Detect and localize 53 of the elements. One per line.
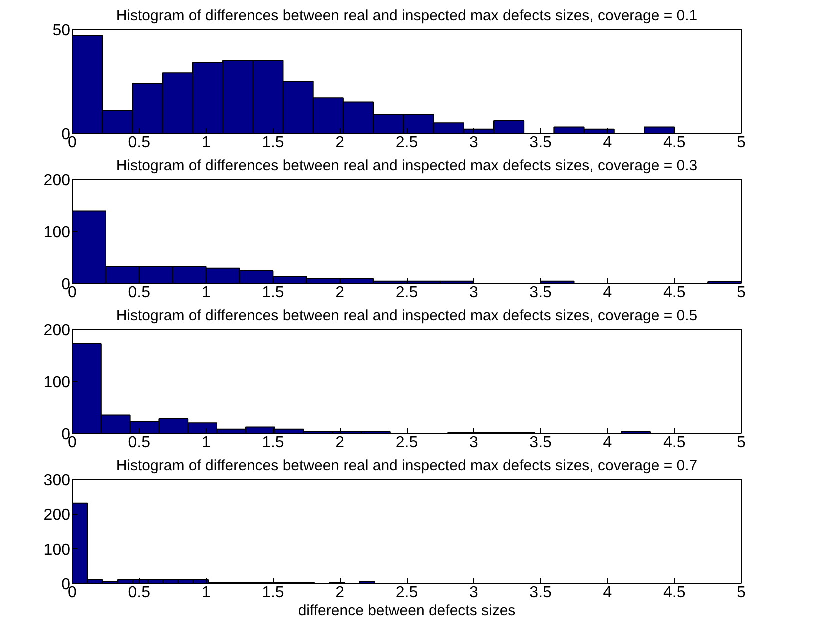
- y-tick-label: 200: [44, 322, 71, 340]
- x-tick-label: 0.5: [128, 434, 151, 452]
- x-tick-label: 5: [737, 134, 746, 152]
- x-tick-label: 5: [737, 434, 746, 452]
- x-tick-label: 4.5: [663, 134, 686, 152]
- x-tick-label: 4.5: [663, 584, 686, 602]
- x-tick-label: 4: [603, 284, 612, 302]
- x-tick-label: 0.5: [128, 134, 151, 152]
- x-tick-label: 2.5: [396, 284, 418, 302]
- x-tick-label: 4.5: [663, 434, 686, 452]
- x-tick-label: 1.5: [262, 584, 284, 602]
- chart-title: Histogram of differences between real and inspected max defects sizes, coverage = 0.3: [116, 158, 698, 174]
- x-tick-label: 2: [336, 134, 345, 152]
- x-tick-label: 2: [336, 434, 345, 452]
- x-tick-label: 3.5: [530, 284, 552, 302]
- x-tick-label: 3.5: [530, 134, 552, 152]
- x-tick-label: 4: [603, 134, 612, 152]
- x-axis-title: difference between defects sizes: [298, 602, 516, 620]
- x-tick-label: 4: [603, 584, 612, 602]
- x-tick-label: 1.5: [262, 434, 284, 452]
- y-tick-label: 200: [44, 172, 71, 190]
- x-tick-label: 5: [737, 284, 746, 302]
- y-tick-label: 50: [52, 22, 71, 40]
- x-tick-label: 3.5: [530, 434, 552, 452]
- x-tick-label: 3: [469, 134, 478, 152]
- x-tick-label: 1: [202, 434, 211, 452]
- x-tick-label: 4: [603, 434, 612, 452]
- x-tick-label: 1: [202, 134, 211, 152]
- chart-title: Histogram of differences between real and inspected max defects sizes, coverage = 0.1: [116, 8, 698, 24]
- x-tick-label: 2.5: [396, 434, 418, 452]
- y-tick-label: 100: [44, 374, 71, 392]
- y-tick-label: 100: [44, 542, 71, 559]
- chart-title: Histogram of differences between real and inspected max defects sizes, coverage = 0.5: [116, 308, 698, 324]
- x-tick-label: 2: [336, 284, 345, 302]
- y-tick-label: 100: [44, 224, 71, 242]
- x-tick-label: 1: [202, 584, 211, 602]
- x-tick-label: 3: [469, 284, 478, 302]
- x-tick-label: 2: [336, 584, 345, 602]
- x-tick-label: 1: [202, 284, 211, 302]
- x-tick-label: 0.5: [128, 584, 151, 602]
- chart-title: Histogram of differences between real and inspected max defects sizes, coverage = 0.7: [116, 458, 698, 474]
- x-tick-label: 2.5: [396, 584, 418, 602]
- x-tick-label: 1.5: [262, 134, 284, 152]
- x-tick-label: 1.5: [262, 284, 284, 302]
- x-tick-label: 3.5: [530, 584, 552, 602]
- x-tick-label: 3: [469, 434, 478, 452]
- x-tick-label: 0.5: [128, 284, 151, 302]
- x-tick-label: 4.5: [663, 284, 686, 302]
- y-tick-label: 200: [44, 507, 71, 524]
- x-tick-label: 5: [737, 584, 746, 602]
- y-tick-label: 300: [44, 472, 71, 490]
- x-tick-label: 2.5: [396, 134, 418, 152]
- x-tick-label: 3: [469, 584, 478, 602]
